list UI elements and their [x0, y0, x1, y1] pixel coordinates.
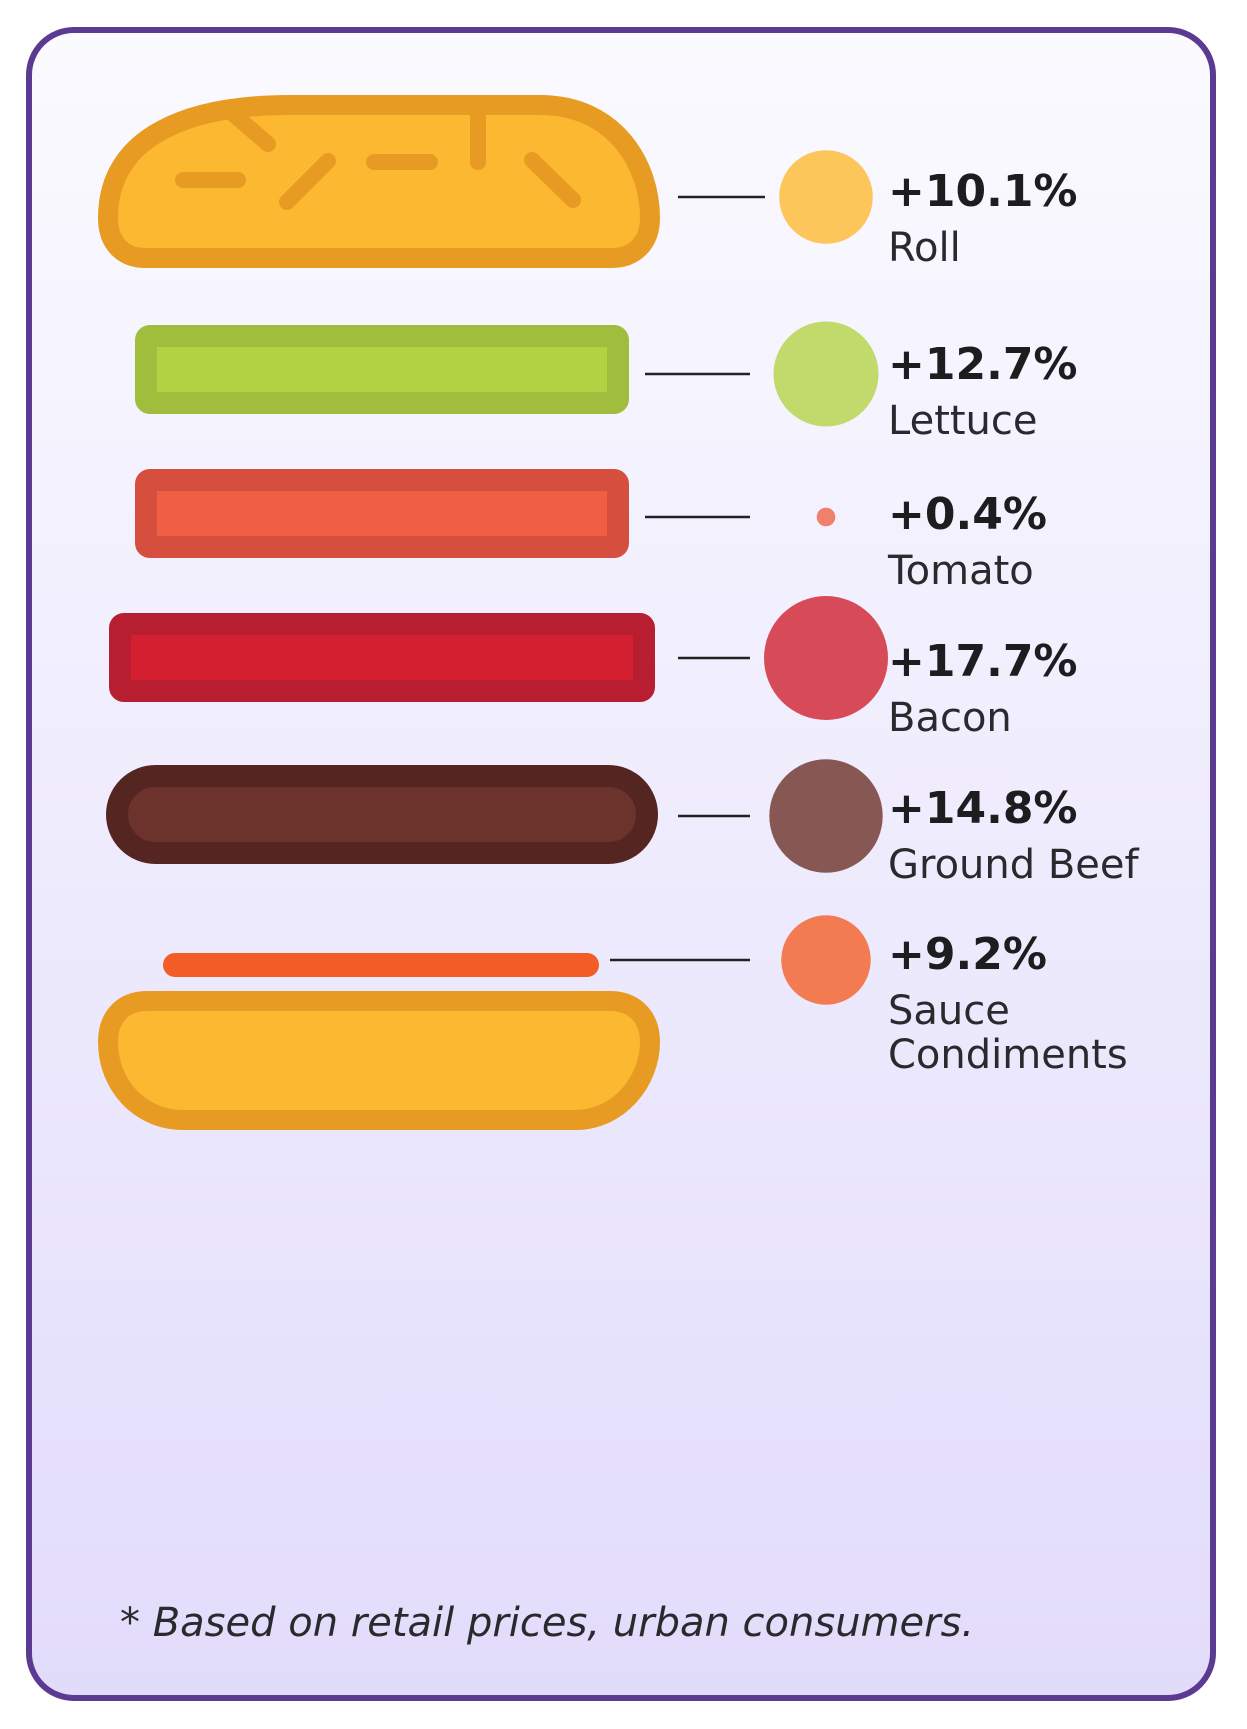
footnote: * Based on retail prices, urban consumer… [120, 1600, 975, 1646]
category-label: Bacon [888, 695, 1012, 741]
value-bubble [816, 507, 836, 527]
value-label: +17.7% [888, 636, 1078, 687]
legend-item: +17.7% Bacon [888, 636, 1078, 741]
bacon-layer [109, 613, 655, 702]
legend-item: +0.4% Tomato [888, 489, 1047, 594]
legend-item: +14.8% Ground Beef [888, 783, 1139, 888]
value-label: +0.4% [888, 489, 1047, 540]
legend-item: +9.2% Sauce Condiments [888, 929, 1128, 1078]
value-bubble [764, 596, 888, 720]
value-label: +14.8% [888, 783, 1078, 834]
sesame-marks [175, 105, 581, 210]
category-label: Tomato [888, 548, 1034, 594]
value-label: +12.7% [888, 339, 1078, 390]
sesame-mark [279, 153, 336, 210]
sesame-mark [224, 105, 276, 152]
category-label: Ground Beef [888, 842, 1139, 888]
tomato-layer [135, 469, 629, 558]
value-markers [610, 150, 888, 1005]
bottom-bun-shape [98, 991, 660, 1130]
top-bun-shape [98, 95, 660, 268]
top-bun-graphic [98, 95, 660, 268]
value-bubble [773, 321, 879, 427]
sesame-mark [524, 152, 581, 208]
value-bubble [779, 150, 873, 244]
value-label: +9.2% [888, 929, 1047, 980]
legend-item: +10.1% Roll [888, 166, 1078, 271]
category-label: Roll [888, 225, 961, 271]
beef-patty-layer [106, 765, 658, 864]
legend-item: +12.7% Lettuce [888, 339, 1078, 444]
category-label: Lettuce [888, 398, 1038, 444]
value-label: +10.1% [888, 166, 1078, 217]
value-bubble [769, 759, 883, 873]
lettuce-layer [135, 325, 629, 414]
value-bubble [781, 915, 871, 1005]
category-label: Sauce Condiments [888, 988, 1128, 1078]
